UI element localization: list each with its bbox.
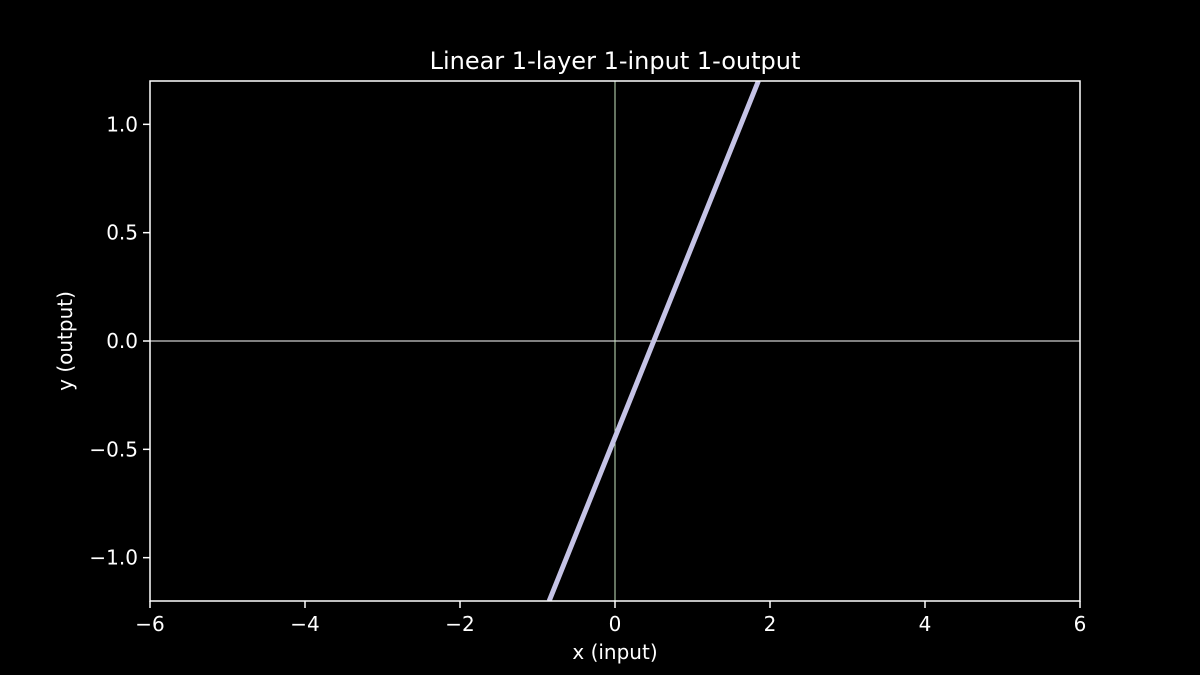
y-tick-label: −0.5 [89, 437, 138, 461]
series-line-0 [546, 81, 761, 601]
x-tick-label: 6 [1074, 612, 1087, 636]
y-tick-label: 0.5 [106, 221, 138, 245]
x-tick-label: 0 [609, 612, 622, 636]
y-axis-label: y (output) [53, 291, 77, 391]
x-tick-label: 4 [919, 612, 932, 636]
x-tick-label: 2 [764, 612, 777, 636]
y-tick-label: 1.0 [106, 112, 138, 136]
x-tick-label: −4 [290, 612, 319, 636]
x-tick-label: −2 [445, 612, 474, 636]
chart-title: Linear 1-layer 1-input 1-output [430, 47, 801, 75]
plot-area: −6 −4 −2 0 2 4 6 −1.0 −0.5 0.0 0.5 1.0 [89, 80, 1087, 636]
y-tick-label: 0.0 [106, 329, 138, 353]
x-tick-label: −6 [135, 612, 164, 636]
x-axis-label: x (input) [572, 640, 657, 664]
y-tick-label: −1.0 [89, 546, 138, 570]
